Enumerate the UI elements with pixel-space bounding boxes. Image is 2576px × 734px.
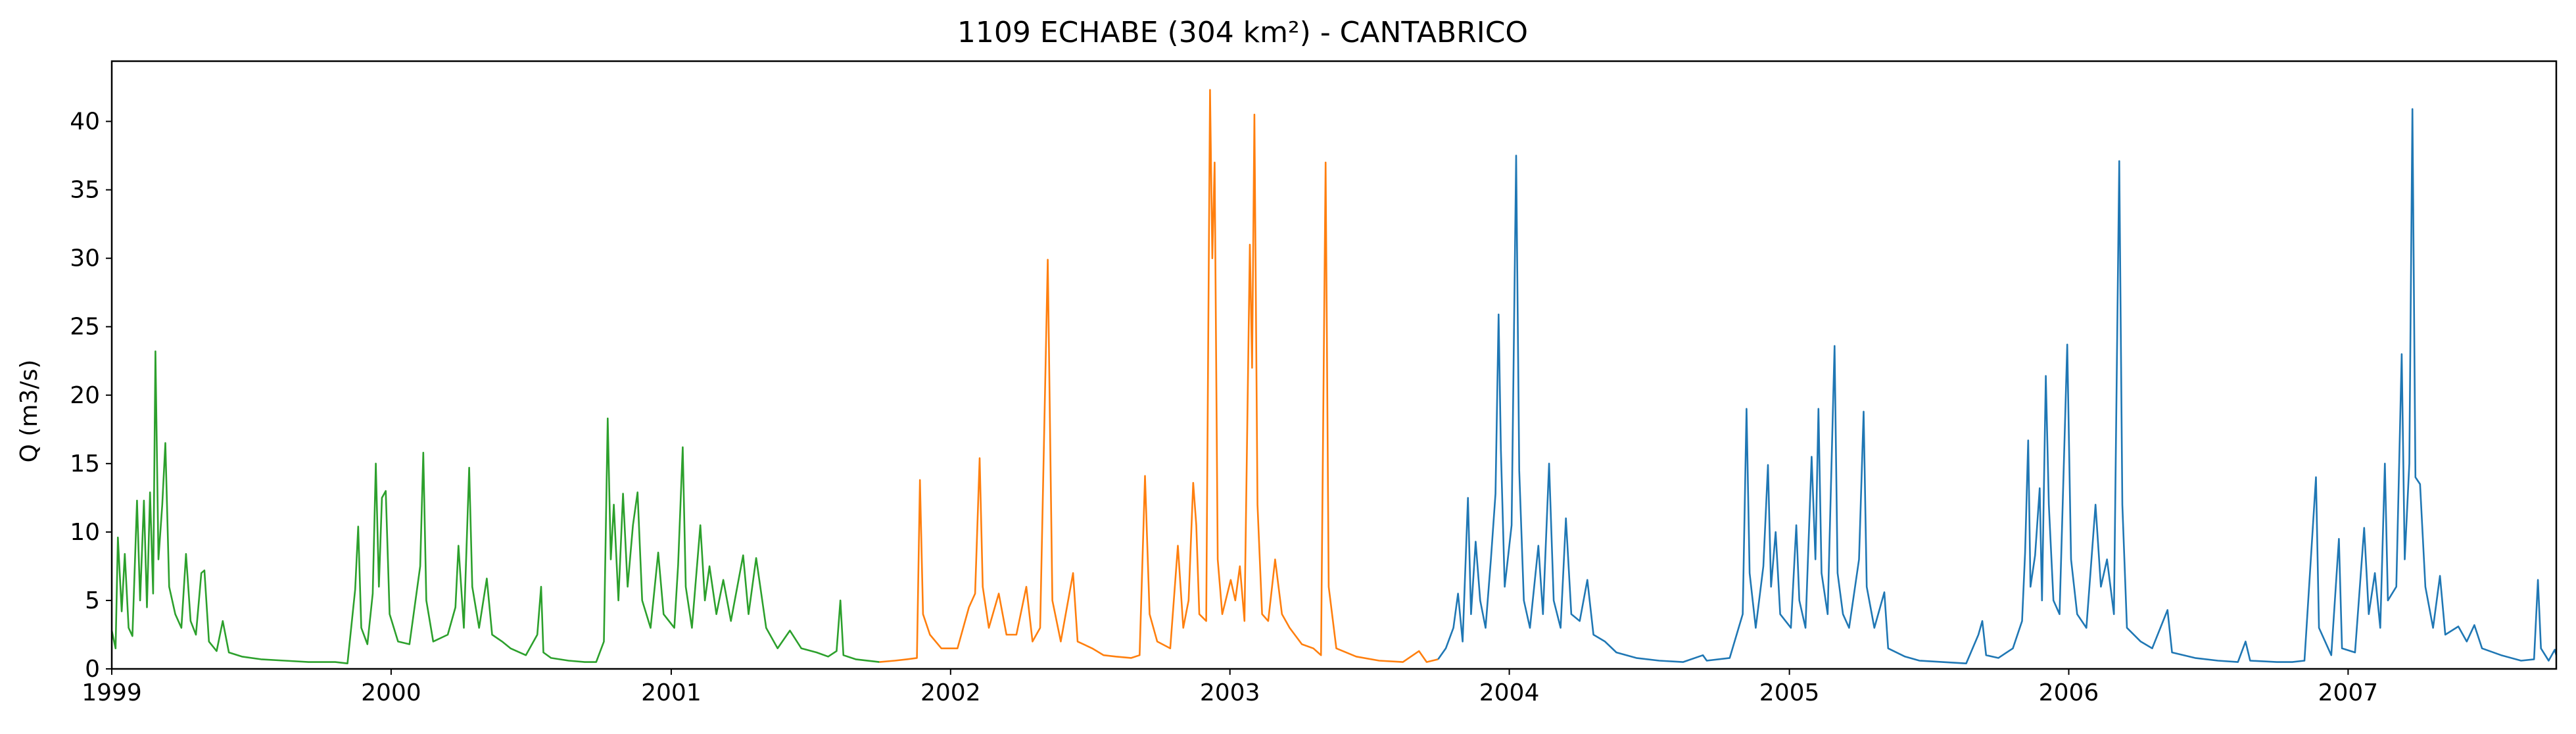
y-tick-label: 40 (70, 109, 100, 135)
y-tick-label: 35 (70, 177, 100, 204)
x-tick-label: 1999 (82, 679, 142, 706)
series-layer (110, 89, 2558, 665)
x-tick-label: 2001 (641, 679, 702, 706)
y-axis-label: Q (m3/s) (16, 360, 43, 463)
chart-title: 1109 ECHABE (304 km²) - CANTABRICO (957, 16, 1528, 49)
series-line-2 (879, 89, 1439, 663)
ticks-layer: 1999 2000 2001 2002 2003 2004 2005 2006 2007 0 5 10… (70, 109, 2378, 706)
y-tick-label: 5 (85, 587, 100, 614)
x-tick-label: 2002 (920, 679, 981, 706)
y-tick-label: 0 (85, 656, 100, 683)
x-tick-label: 2006 (2039, 679, 2099, 706)
x-tick-label: 2003 (1200, 679, 1260, 706)
x-tick-label: 2004 (1479, 679, 1540, 706)
x-tick-label: 2000 (361, 679, 421, 706)
y-tick-label: 15 (70, 451, 100, 477)
series-line-3 (1437, 108, 2558, 665)
y-tick-label: 10 (70, 519, 100, 546)
plot-frame (110, 60, 2558, 670)
x-tick-label: 2005 (1759, 679, 1820, 706)
y-tick-label: 20 (70, 382, 100, 409)
series-line-1 (110, 350, 880, 665)
y-tick-label: 25 (70, 314, 100, 341)
y-tick-label: 30 (70, 245, 100, 272)
x-tick-label: 2007 (2318, 679, 2379, 706)
